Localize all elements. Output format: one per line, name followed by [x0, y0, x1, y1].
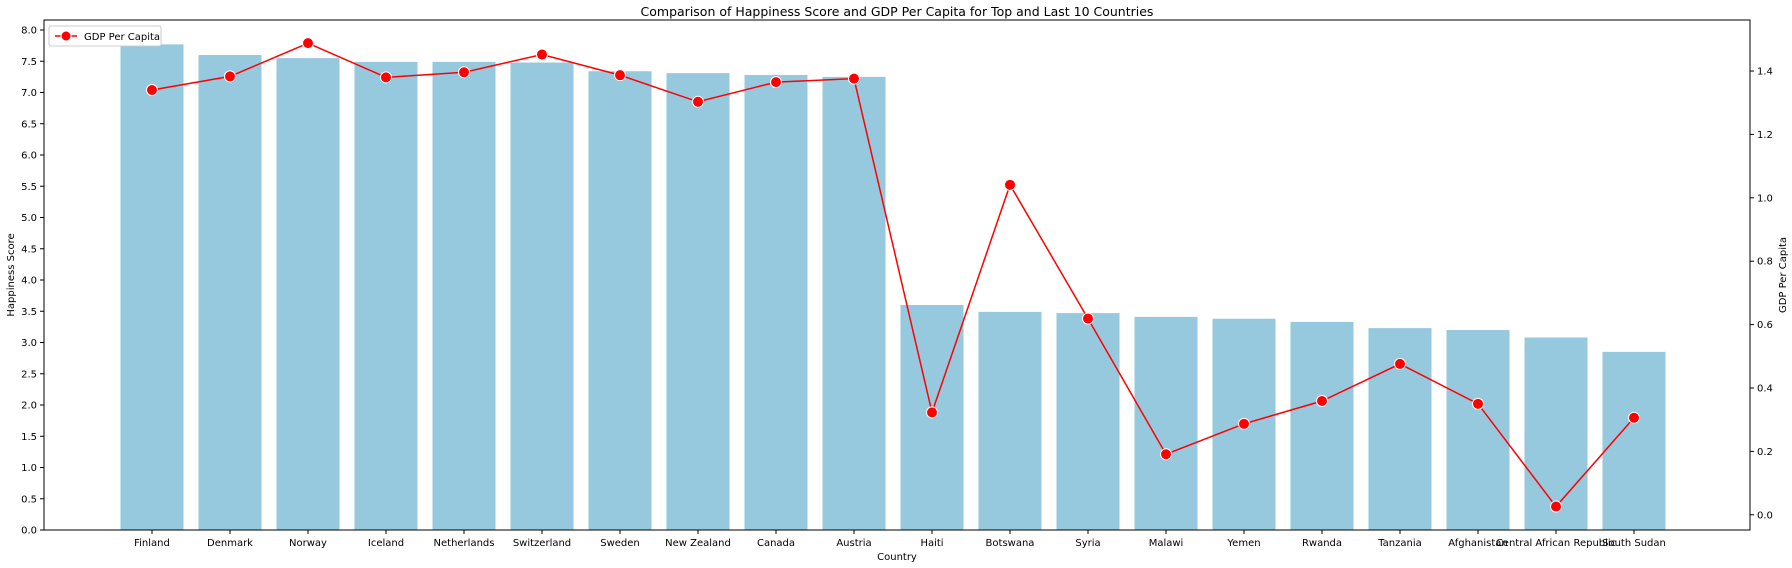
x-tick-label-16: Tanzania — [1377, 538, 1422, 549]
y2-tick-label-1: 0.2 — [1757, 447, 1773, 458]
y2-tick-label-6: 1.2 — [1757, 130, 1773, 141]
gdp-point-16 — [1394, 357, 1406, 370]
y-tick-label-12: 6.0 — [21, 151, 37, 162]
gdp-point-19 — [1628, 411, 1640, 424]
bar-happiness-1 — [198, 55, 262, 530]
chart-title: Comparison of Happiness Score and GDP Pe… — [641, 4, 1154, 19]
y-tick-label-8: 4.0 — [21, 276, 37, 287]
gdp-point-7 — [692, 95, 704, 108]
x-tick-label-11: Botswana — [986, 538, 1035, 549]
y2-tick-label-3: 0.6 — [1757, 320, 1773, 331]
gdp-point-5 — [536, 48, 548, 61]
x-tick-label-19: South Sudan — [1602, 538, 1666, 549]
bars-group — [120, 44, 1666, 530]
gdp-point-6 — [614, 69, 626, 82]
bar-happiness-4 — [432, 61, 496, 530]
gdp-point-2 — [302, 37, 314, 50]
bar-happiness-18 — [1524, 337, 1588, 530]
y2-tick-label-0: 0.0 — [1757, 510, 1773, 521]
x-axis: Finland Denmark Norway Iceland Netherlands Sw… — [134, 530, 1666, 549]
x-tick-label-8: Canada — [757, 538, 795, 549]
gdp-point-10 — [926, 406, 938, 419]
y-tick-label-14: 7.0 — [21, 88, 37, 99]
x-tick-label-1: Denmark — [207, 538, 253, 549]
y-tick-label-0: 0.0 — [21, 526, 37, 537]
y-tick-label-2: 1.0 — [21, 463, 37, 474]
legend: GDP Per Capita — [48, 25, 162, 47]
x-tick-label-2: Norway — [289, 538, 327, 549]
bar-happiness-2 — [276, 58, 340, 530]
gdp-line-group — [146, 37, 1640, 513]
y-tick-label-10: 5.0 — [21, 213, 37, 224]
y2-tick-label-2: 0.4 — [1757, 383, 1773, 394]
x-tick-label-10: Haiti — [920, 538, 943, 549]
x-tick-label-3: Iceland — [368, 538, 404, 549]
gdp-point-13 — [1160, 448, 1172, 461]
bar-happiness-5 — [510, 62, 574, 530]
bar-happiness-8 — [744, 75, 808, 530]
x-tick-label-7: New Zealand — [665, 538, 731, 549]
y-tick-label-9: 4.5 — [21, 244, 37, 255]
x-axis-label: Country — [877, 552, 917, 563]
y-tick-label-6: 3.0 — [21, 338, 37, 349]
y-tick-label-13: 6.5 — [21, 119, 37, 130]
gdp-point-0 — [146, 84, 158, 97]
bar-happiness-15 — [1290, 321, 1354, 530]
y-axis-label: Happiness Score — [6, 233, 17, 316]
gdp-point-3 — [380, 71, 392, 84]
gdp-line — [151, 42, 1635, 508]
y2-tick-label-5: 1.0 — [1757, 193, 1773, 204]
y-tick-label-11: 5.5 — [21, 182, 37, 193]
x-tick-label-0: Finland — [134, 538, 170, 549]
gdp-point-18 — [1550, 500, 1562, 513]
x-tick-label-14: Yemen — [1226, 538, 1260, 549]
bar-happiness-0 — [120, 44, 184, 530]
legend-marker-swatch — [60, 30, 72, 42]
y2-axis-label: GDP Per Capita — [1778, 237, 1789, 313]
gdp-point-4 — [458, 66, 470, 79]
y-tick-label-16: 8.0 — [21, 26, 37, 37]
bar-happiness-7 — [666, 73, 730, 530]
x-tick-label-9: Austria — [836, 538, 871, 549]
bar-happiness-12 — [1056, 313, 1120, 530]
gdp-point-11 — [1004, 178, 1016, 191]
x-tick-label-15: Rwanda — [1302, 538, 1342, 549]
gdp-point-8 — [770, 76, 782, 89]
y-tick-label-15: 7.5 — [21, 57, 37, 68]
x-tick-label-17: Afghanistan — [1448, 538, 1508, 549]
bar-happiness-9 — [822, 76, 886, 530]
legend-entry-gdp: GDP Per Capita — [84, 32, 160, 43]
x-tick-label-18: Central African Republic — [1496, 538, 1616, 549]
x-tick-label-6: Sweden — [600, 538, 640, 549]
x-tick-label-5: Switzerland — [513, 538, 571, 549]
bar-happiness-6 — [588, 71, 652, 530]
bar-happiness-13 — [1134, 316, 1198, 530]
y-tick-label-4: 2.0 — [21, 401, 37, 412]
x-tick-label-4: Netherlands — [434, 538, 495, 549]
y-axis-right: 0.0 0.2 0.4 0.6 0.8 1.0 1.2 1.4 — [1750, 67, 1773, 521]
x-tick-label-13: Malawi — [1149, 538, 1184, 549]
bar-happiness-17 — [1446, 330, 1510, 530]
y-tick-label-1: 0.5 — [21, 494, 37, 505]
y-tick-label-7: 3.5 — [21, 307, 37, 318]
gdp-point-9 — [848, 72, 860, 85]
bar-happiness-19 — [1602, 351, 1666, 530]
y-tick-label-5: 2.5 — [21, 369, 37, 380]
gdp-point-15 — [1316, 394, 1328, 407]
x-tick-label-12: Syria — [1075, 538, 1100, 549]
y2-tick-label-4: 0.8 — [1757, 257, 1773, 268]
y-axis-left: 0.0 0.5 1.0 1.5 2.0 2.5 3.0 3.5 4.0 4.5 5.0 5.5 6.0 6… — [21, 26, 44, 537]
gdp-point-1 — [224, 70, 236, 83]
plot-frame — [43, 19, 1751, 531]
bar-happiness-3 — [354, 61, 418, 530]
bar-happiness-11 — [978, 311, 1042, 530]
legend-box — [48, 25, 162, 47]
gdp-point-14 — [1238, 417, 1250, 430]
y-tick-label-3: 1.5 — [21, 432, 37, 443]
y2-tick-label-7: 1.4 — [1757, 67, 1773, 78]
gdp-point-17 — [1472, 397, 1484, 410]
gdp-point-12 — [1082, 312, 1094, 325]
